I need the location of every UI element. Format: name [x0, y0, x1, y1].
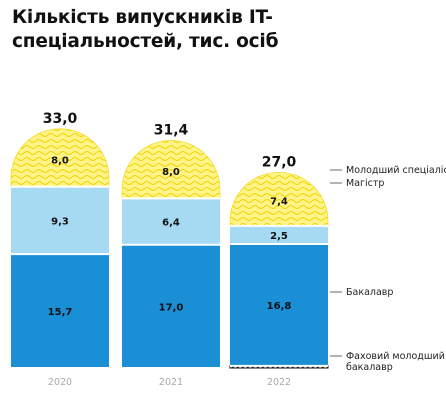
bar-segment — [230, 225, 328, 245]
total-label: 33,0 — [43, 111, 78, 127]
data-label: 7,4 — [270, 196, 288, 207]
legend-label: Магістр — [346, 178, 384, 189]
bar-segment — [122, 244, 220, 368]
x-tick-label: 2022 — [267, 377, 291, 388]
bar-segment — [11, 254, 109, 368]
legend-label: Фаховий молодший — [346, 351, 445, 362]
chart-title: Кількість випускників IT-спеціальностей,… — [12, 7, 279, 52]
data-label: 8,0 — [162, 167, 180, 178]
bar-segment — [122, 198, 220, 245]
data-label: 17,0 — [159, 302, 184, 313]
total-label: 27,0 — [262, 154, 297, 170]
data-label: 16,8 — [267, 301, 292, 312]
legend-label: бакалавр — [346, 362, 393, 373]
x-tick-label: 2020 — [48, 377, 72, 388]
legend-label: Молодший спеціаліст — [346, 165, 446, 176]
legend-label: Бакалавр — [346, 287, 393, 298]
bar-segment — [11, 186, 109, 255]
bar-segment — [121, 140, 221, 199]
data-label: 2,5 — [270, 231, 288, 242]
total-label: 31,4 — [154, 122, 189, 138]
bar-segment — [229, 172, 329, 227]
bar-segment — [230, 244, 328, 366]
data-label: 8,0 — [51, 156, 69, 167]
bar-segment — [10, 128, 110, 188]
data-label: 6,4 — [162, 218, 180, 229]
data-label: 9,3 — [51, 216, 69, 227]
x-tick-label: 2021 — [159, 377, 183, 388]
data-label: 15,7 — [48, 307, 73, 318]
